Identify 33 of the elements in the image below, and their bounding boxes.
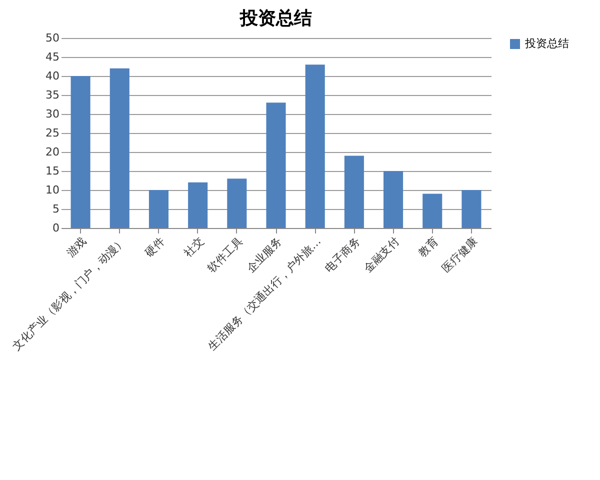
x-tick-label: 电子商务 [322, 234, 363, 276]
x-tick-label: 教育 [416, 234, 441, 260]
x-tick-label: 游戏 [64, 234, 90, 260]
bar [110, 68, 130, 228]
chart-title: 投资总结 [239, 8, 312, 29]
y-tick-label: 35 [46, 88, 60, 102]
y-tick-label: 5 [52, 202, 60, 216]
legend-label: 投资总结 [524, 37, 569, 50]
x-tick-label: 金融支付 [361, 234, 402, 276]
y-tick-label: 45 [46, 50, 60, 64]
x-tick-label: 软件工具 [205, 234, 246, 276]
bar [70, 76, 90, 228]
x-tick-label: 医疗健康 [440, 234, 480, 276]
y-tick-label: 20 [46, 146, 60, 158]
bar [188, 182, 208, 228]
x-tick-label: 社交 [182, 234, 206, 260]
y-tick-label: 50 [46, 32, 60, 44]
x-tick-label: 企业服务 [244, 234, 284, 276]
bar [148, 190, 168, 228]
y-tick-label: 25 [46, 126, 60, 140]
y-tick-label: 10 [46, 184, 60, 196]
y-tick-label: 30 [46, 108, 60, 120]
bar [422, 194, 442, 228]
bar [227, 178, 247, 228]
y-tick-label: 0 [52, 222, 60, 234]
bar [344, 156, 364, 228]
y-tick-label: 40 [46, 70, 60, 82]
bar [305, 64, 325, 228]
bar [266, 102, 286, 228]
bar [462, 190, 482, 228]
y-tick-label: 15 [46, 164, 60, 178]
x-tick-label: 硬件 [142, 234, 168, 260]
bar [384, 171, 404, 228]
